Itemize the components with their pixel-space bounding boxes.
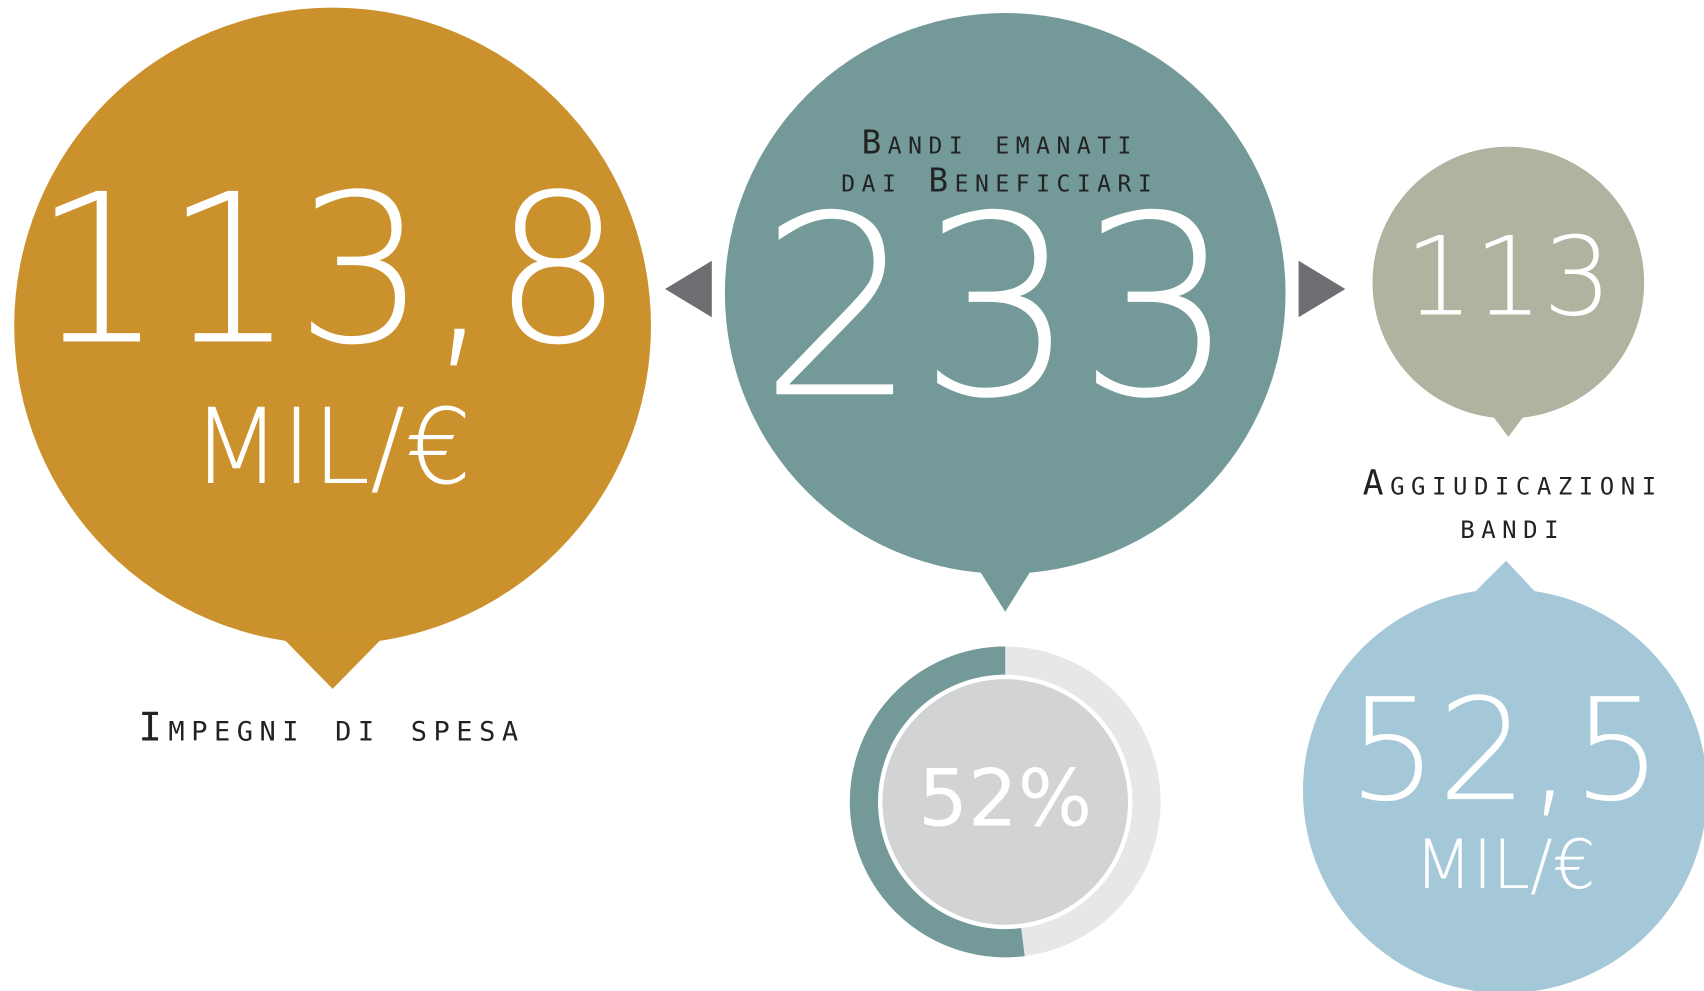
bubble-pointer <box>972 559 1038 612</box>
donut-center <box>878 674 1133 930</box>
arrow <box>665 260 712 318</box>
percent-label: 52% <box>918 754 1092 845</box>
label: bandi <box>1460 507 1565 547</box>
unit: MIL/€ <box>1415 825 1596 904</box>
arrow <box>1298 260 1346 318</box>
donut-arc <box>849 646 1025 958</box>
value: 233 <box>759 162 1236 453</box>
bubble-pointer <box>1473 560 1537 594</box>
value: 113 <box>1405 213 1612 340</box>
bubble-pointer <box>280 635 385 689</box>
bubble <box>1372 146 1645 419</box>
unit: MIL/€ <box>191 386 471 508</box>
value: 113,8 <box>33 149 624 390</box>
label: Aggiudicazioni <box>1363 464 1663 504</box>
value: 52,5 <box>1348 669 1663 833</box>
label: dai Beneficiari <box>841 162 1158 200</box>
label: Bandi emanati <box>862 124 1138 162</box>
donut: 52% <box>849 646 1161 958</box>
bubble <box>724 13 1286 574</box>
bubble <box>1303 589 1704 991</box>
bubble <box>14 7 651 645</box>
bubble-pointer <box>1488 410 1528 437</box>
label: Impegni di spesa <box>138 706 524 751</box>
